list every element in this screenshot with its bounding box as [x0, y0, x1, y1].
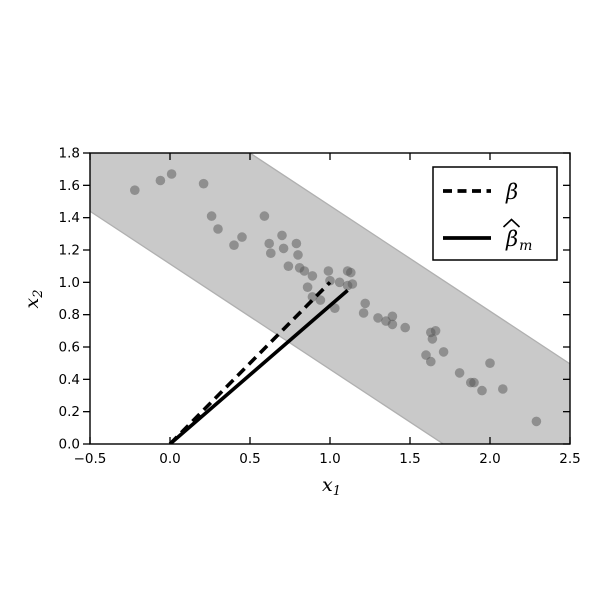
y-tick-labels: 0.0 0.2 0.4 0.6 0.8 1.0 1.2 1.4 1.6 1.8 — [59, 146, 80, 453]
data-point — [427, 334, 438, 344]
data-point — [334, 277, 345, 288]
y-tick-label: 0.2 — [59, 404, 80, 420]
data-point — [387, 311, 398, 322]
y-tick-label: 1.6 — [59, 178, 80, 194]
data-point — [130, 185, 140, 195]
data-point — [469, 377, 479, 388]
legend-box — [432, 166, 558, 261]
data-point — [360, 298, 371, 309]
y-tick-label: 1.2 — [59, 243, 80, 259]
x-tick-label: −0.5 — [74, 451, 107, 467]
y-tick-label: 0.4 — [59, 372, 80, 388]
data-point — [278, 243, 289, 254]
y-tick-label: 0.6 — [59, 340, 80, 356]
y-tick-label: 1.4 — [59, 210, 80, 226]
data-point — [387, 319, 398, 330]
x-tick-label: 0.0 — [159, 451, 180, 467]
confidence-band — [90, 153, 570, 444]
x-tick-label: 1.0 — [319, 451, 340, 467]
data-point — [166, 169, 177, 179]
y-tick-label: 0.0 — [59, 437, 80, 453]
legend-hat-icon — [502, 218, 521, 228]
data-point — [485, 358, 495, 369]
data-point — [430, 326, 441, 336]
data-point — [264, 238, 275, 249]
scatter-points — [130, 169, 542, 427]
data-point — [347, 279, 358, 289]
data-point — [307, 271, 318, 281]
y-tick-label: 1.0 — [59, 275, 80, 291]
data-point — [229, 240, 239, 250]
data-point — [315, 295, 326, 305]
data-point — [454, 368, 465, 378]
data-point — [291, 238, 302, 249]
data-point — [498, 384, 508, 394]
x-tick-label: 2.0 — [479, 451, 500, 467]
data-point — [299, 266, 310, 276]
data-point — [302, 282, 313, 293]
legend-label-beta: β — [505, 180, 518, 204]
data-point — [259, 211, 270, 221]
data-point — [283, 261, 294, 272]
data-point — [358, 308, 369, 318]
data-point — [266, 248, 276, 258]
data-point — [277, 230, 287, 241]
data-point — [237, 232, 247, 242]
y-tick-label: 0.8 — [59, 307, 80, 323]
regression-lines — [168, 281, 349, 444]
x-tick-label: 2.5 — [559, 451, 580, 467]
data-point — [323, 266, 334, 276]
x-tick-label: 1.5 — [399, 451, 420, 467]
beta-line — [168, 281, 332, 444]
x-tick-label: 0.5 — [239, 451, 260, 467]
x-axis-label: x1 — [322, 474, 341, 499]
data-point — [531, 416, 542, 427]
data-point — [477, 385, 487, 396]
legend-label-betahat: βm — [505, 227, 532, 254]
data-point — [400, 322, 411, 333]
data-point — [346, 267, 356, 278]
beta_hat_m-line — [168, 289, 349, 444]
x-tick-labels: −0.5 0.0 0.5 1.0 1.5 2.0 2.5 — [74, 451, 581, 467]
data-point — [206, 211, 217, 221]
band-region — [90, 153, 570, 444]
data-point — [198, 178, 209, 189]
y-tick-label: 1.8 — [59, 146, 80, 162]
data-point — [293, 250, 303, 260]
legend: β βm — [432, 166, 558, 261]
data-point — [373, 313, 383, 323]
axes — [83, 152, 571, 445]
data-point — [213, 224, 223, 234]
data-point — [426, 356, 436, 367]
data-point — [155, 175, 166, 186]
data-point — [438, 347, 449, 357]
y-axis-label: x2 — [21, 290, 46, 309]
data-point — [307, 292, 318, 302]
